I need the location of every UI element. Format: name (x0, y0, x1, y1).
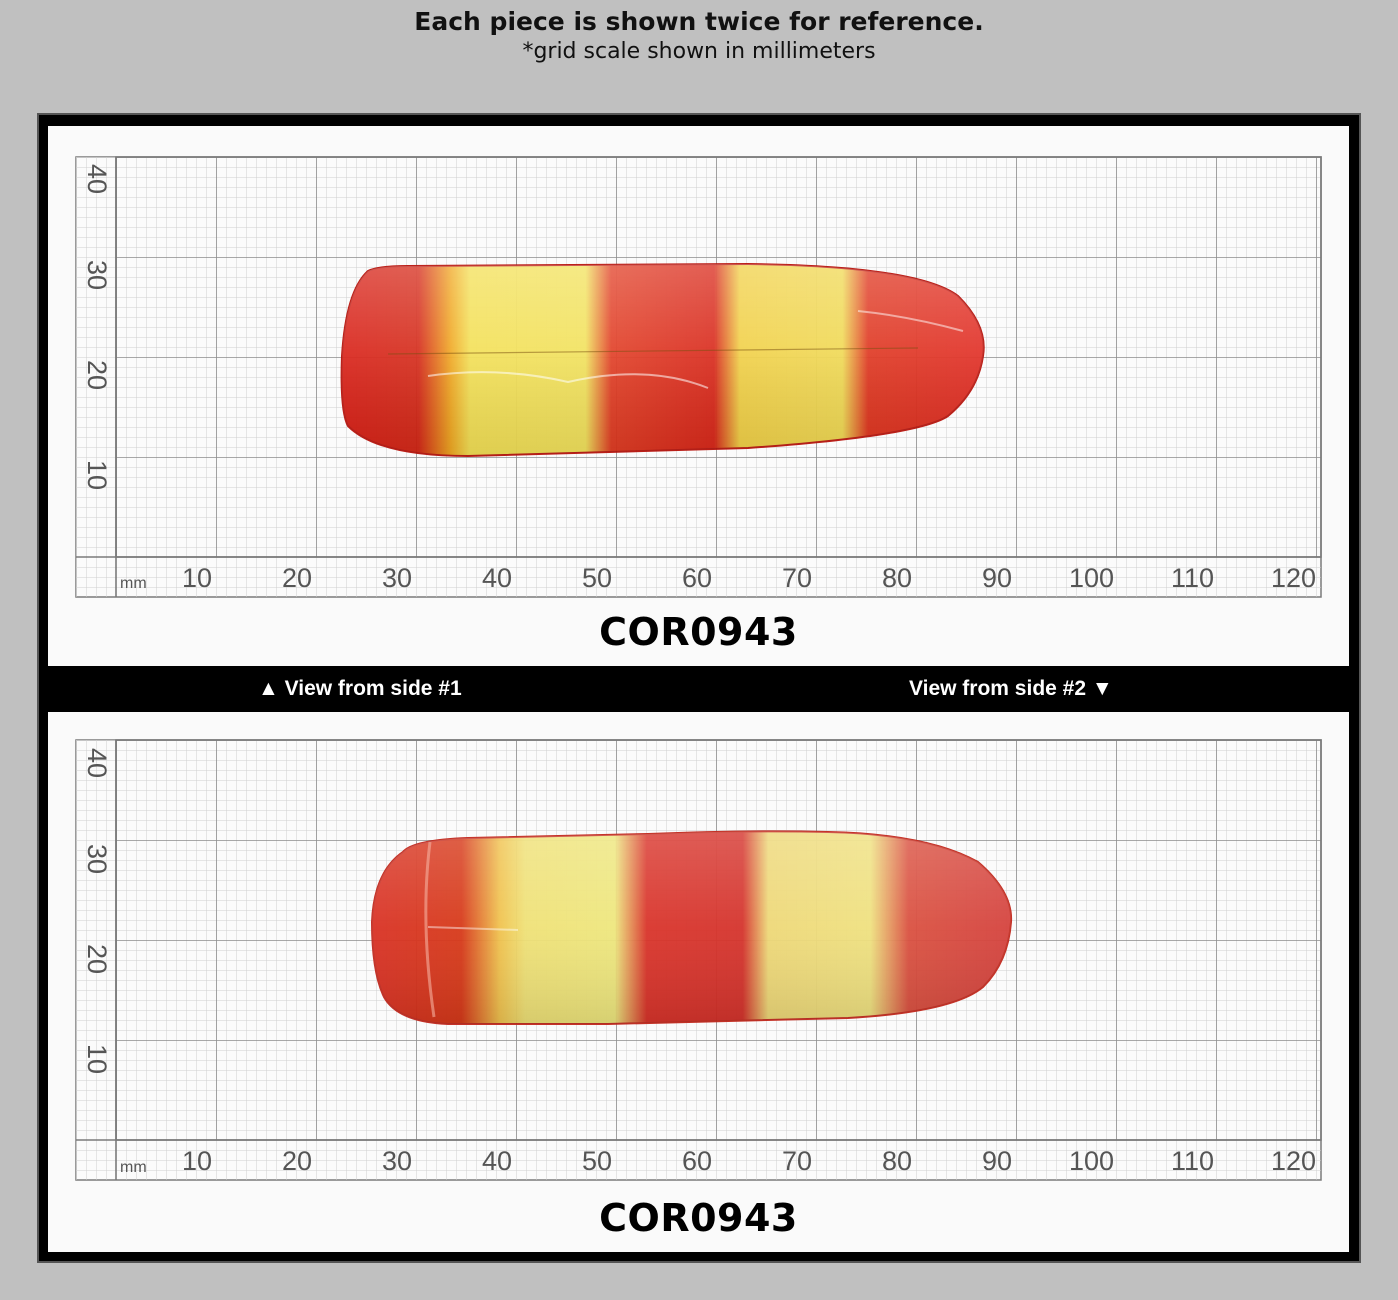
x-tick: 30 (382, 1146, 412, 1176)
x-tick: 120 (1271, 563, 1316, 593)
x-tick: 50 (582, 563, 612, 593)
x-tick: 70 (782, 1146, 812, 1176)
caption-side-2: View from side #2 ▼ (909, 677, 1113, 700)
x-tick: 120 (1271, 1146, 1316, 1176)
x-tick: 60 (682, 1146, 712, 1176)
x-tick: 30 (382, 563, 412, 593)
x-tick: 20 (282, 563, 312, 593)
caption-side-1: ▲ View from side #1 (258, 677, 462, 700)
view-panel-side-1: mm 10 20 30 40 50 60 70 80 90 100 110 12… (48, 126, 1349, 666)
x-tick: 100 (1069, 563, 1114, 593)
x-tick: 110 (1171, 1146, 1214, 1176)
x-tick: 40 (482, 1146, 512, 1176)
y-tick: 20 (82, 360, 112, 390)
crystal-piece-image (340, 262, 985, 458)
axis-unit-label: mm (120, 575, 147, 592)
x-axis-ticks: 10 20 30 40 50 60 70 80 90 100 110 120 (182, 563, 1316, 593)
y-tick: 20 (82, 944, 112, 974)
page-subtitle: *grid scale shown in millimeters (522, 39, 876, 64)
x-tick: 50 (582, 1146, 612, 1176)
y-tick: 40 (82, 748, 112, 778)
page-header: Each piece is shown twice for reference.… (0, 6, 1398, 66)
x-tick: 20 (282, 1146, 312, 1176)
x-tick: 10 (182, 1146, 212, 1176)
x-tick: 70 (782, 563, 812, 593)
y-tick: 30 (82, 844, 112, 874)
y-tick: 10 (82, 460, 112, 490)
x-tick: 100 (1069, 1146, 1114, 1176)
y-axis-ticks: 40 30 20 10 (82, 164, 112, 490)
y-tick: 40 (82, 164, 112, 194)
y-tick: 10 (82, 1044, 112, 1074)
x-tick: 110 (1171, 563, 1214, 593)
grid-photo-side-1: mm 10 20 30 40 50 60 70 80 90 100 110 12… (75, 156, 1322, 598)
x-tick: 80 (882, 1146, 912, 1176)
y-tick: 30 (82, 260, 112, 290)
page-title: Each piece is shown twice for reference. (414, 7, 984, 36)
crystal-piece-image (370, 830, 1013, 1025)
x-tick: 90 (982, 563, 1012, 593)
grid-photo-side-2: mm 10 20 30 40 50 60 70 80 90 100 110 12… (75, 739, 1322, 1181)
x-tick: 40 (482, 563, 512, 593)
x-tick: 60 (682, 563, 712, 593)
x-axis-ticks: 10 20 30 40 50 60 70 80 90 100 110 120 (182, 1146, 1316, 1176)
x-tick: 90 (982, 1146, 1012, 1176)
y-axis-ticks: 40 30 20 10 (82, 748, 112, 1074)
x-tick: 10 (182, 563, 212, 593)
view-panel-side-2: mm 10 20 30 40 50 60 70 80 90 100 110 12… (48, 712, 1349, 1252)
piece-code-label: COR0943 (599, 610, 798, 654)
x-tick: 80 (882, 563, 912, 593)
axis-unit-label: mm (120, 1159, 147, 1176)
piece-code-label: COR0943 (599, 1196, 798, 1240)
